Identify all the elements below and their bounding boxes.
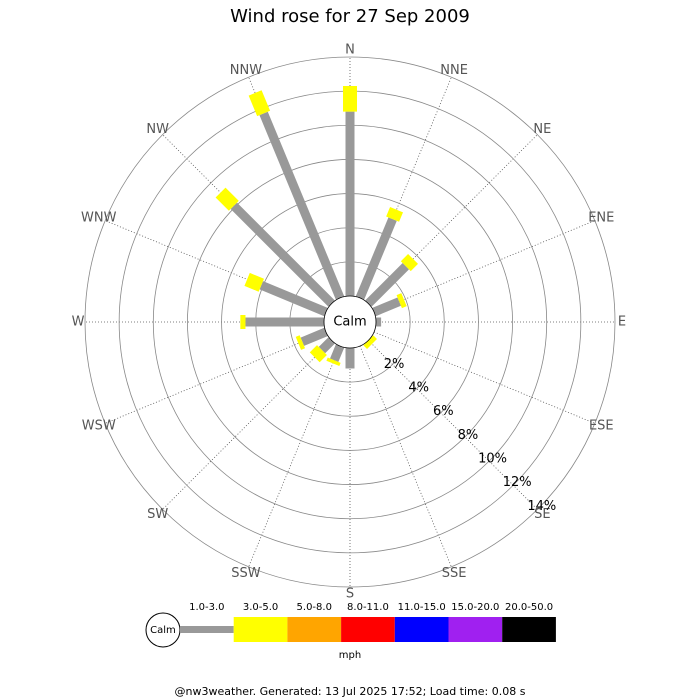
bar [343,86,357,112]
direction-label: ENE [588,210,614,225]
spoke [162,340,332,510]
grid-ring [84,56,616,588]
spoke [373,220,595,313]
legend-swatch [341,617,395,642]
direction-label: SW [147,507,168,522]
legend-label: 11.0-15.0 [398,602,446,613]
bar [345,111,355,296]
legend-calm-label: Calm [150,625,176,636]
bar [259,281,328,317]
legend-swatch [448,617,503,642]
bar [259,111,345,300]
bar [365,263,409,307]
chart-title: Wind rose for 27 Sep 2009 [230,6,470,27]
bar [376,317,382,327]
direction-label: SSE [442,566,467,581]
direction-label: NNW [230,63,262,78]
spoke [373,331,595,424]
bar [326,357,341,367]
direction-label: WSW [82,419,116,434]
r-tick-label: 14% [527,499,556,514]
direction-label: NW [146,122,169,137]
direction-label: NE [533,122,551,137]
legend-swatch [394,617,449,642]
bar [248,90,271,117]
legend-swatch [287,617,342,642]
bar [400,254,418,272]
legend-swatch [180,626,234,633]
bar [215,187,239,211]
r-tick-label: 12% [503,475,532,490]
bar [330,344,345,362]
direction-label: W [72,315,85,330]
legend-label: 1.0-3.0 [189,602,224,613]
r-tick-label: 2% [384,357,405,372]
legend-label: 15.0-20.0 [451,602,499,613]
bar [244,272,264,292]
r-tick-label: 8% [458,428,479,443]
legend-swatch [502,617,556,642]
bar [386,206,404,222]
legend-label: 20.0-50.0 [505,602,553,613]
direction-label: SSW [231,566,261,581]
bar [295,335,305,350]
direction-label: E [618,315,626,330]
footer: @nw3weather. Generated: 13 Jul 2025 17:5… [175,685,526,698]
legend-label: 5.0-8.0 [297,602,332,613]
bar [300,327,328,346]
calm-circle [323,295,377,349]
direction-label: S [346,587,354,602]
spoke [248,345,341,567]
bar [396,293,407,309]
legend-label: 3.0-5.0 [243,602,278,613]
bar [230,202,335,307]
bar [240,315,246,329]
bar [309,345,327,363]
bar [345,348,355,369]
bar [355,217,397,300]
unit-label: mph [339,650,361,661]
direction-label: NNE [440,63,468,78]
direction-label: ESE [589,419,614,434]
spoke [359,345,452,567]
direction-label: SE [534,507,550,522]
bar [363,335,377,349]
r-tick-label: 6% [433,404,454,419]
calm-label: Calm [333,315,366,330]
bar [318,337,335,354]
direction-label: N [345,43,355,58]
spoke [368,340,538,510]
direction-label: WNW [81,210,117,225]
r-tick-label: 10% [478,451,507,466]
r-tick-label: 4% [408,381,429,396]
legend-swatch [233,617,288,642]
legend-label: 8.0-11.0 [347,602,389,613]
bar [372,297,401,317]
spoke [105,331,327,424]
bar [245,317,324,327]
